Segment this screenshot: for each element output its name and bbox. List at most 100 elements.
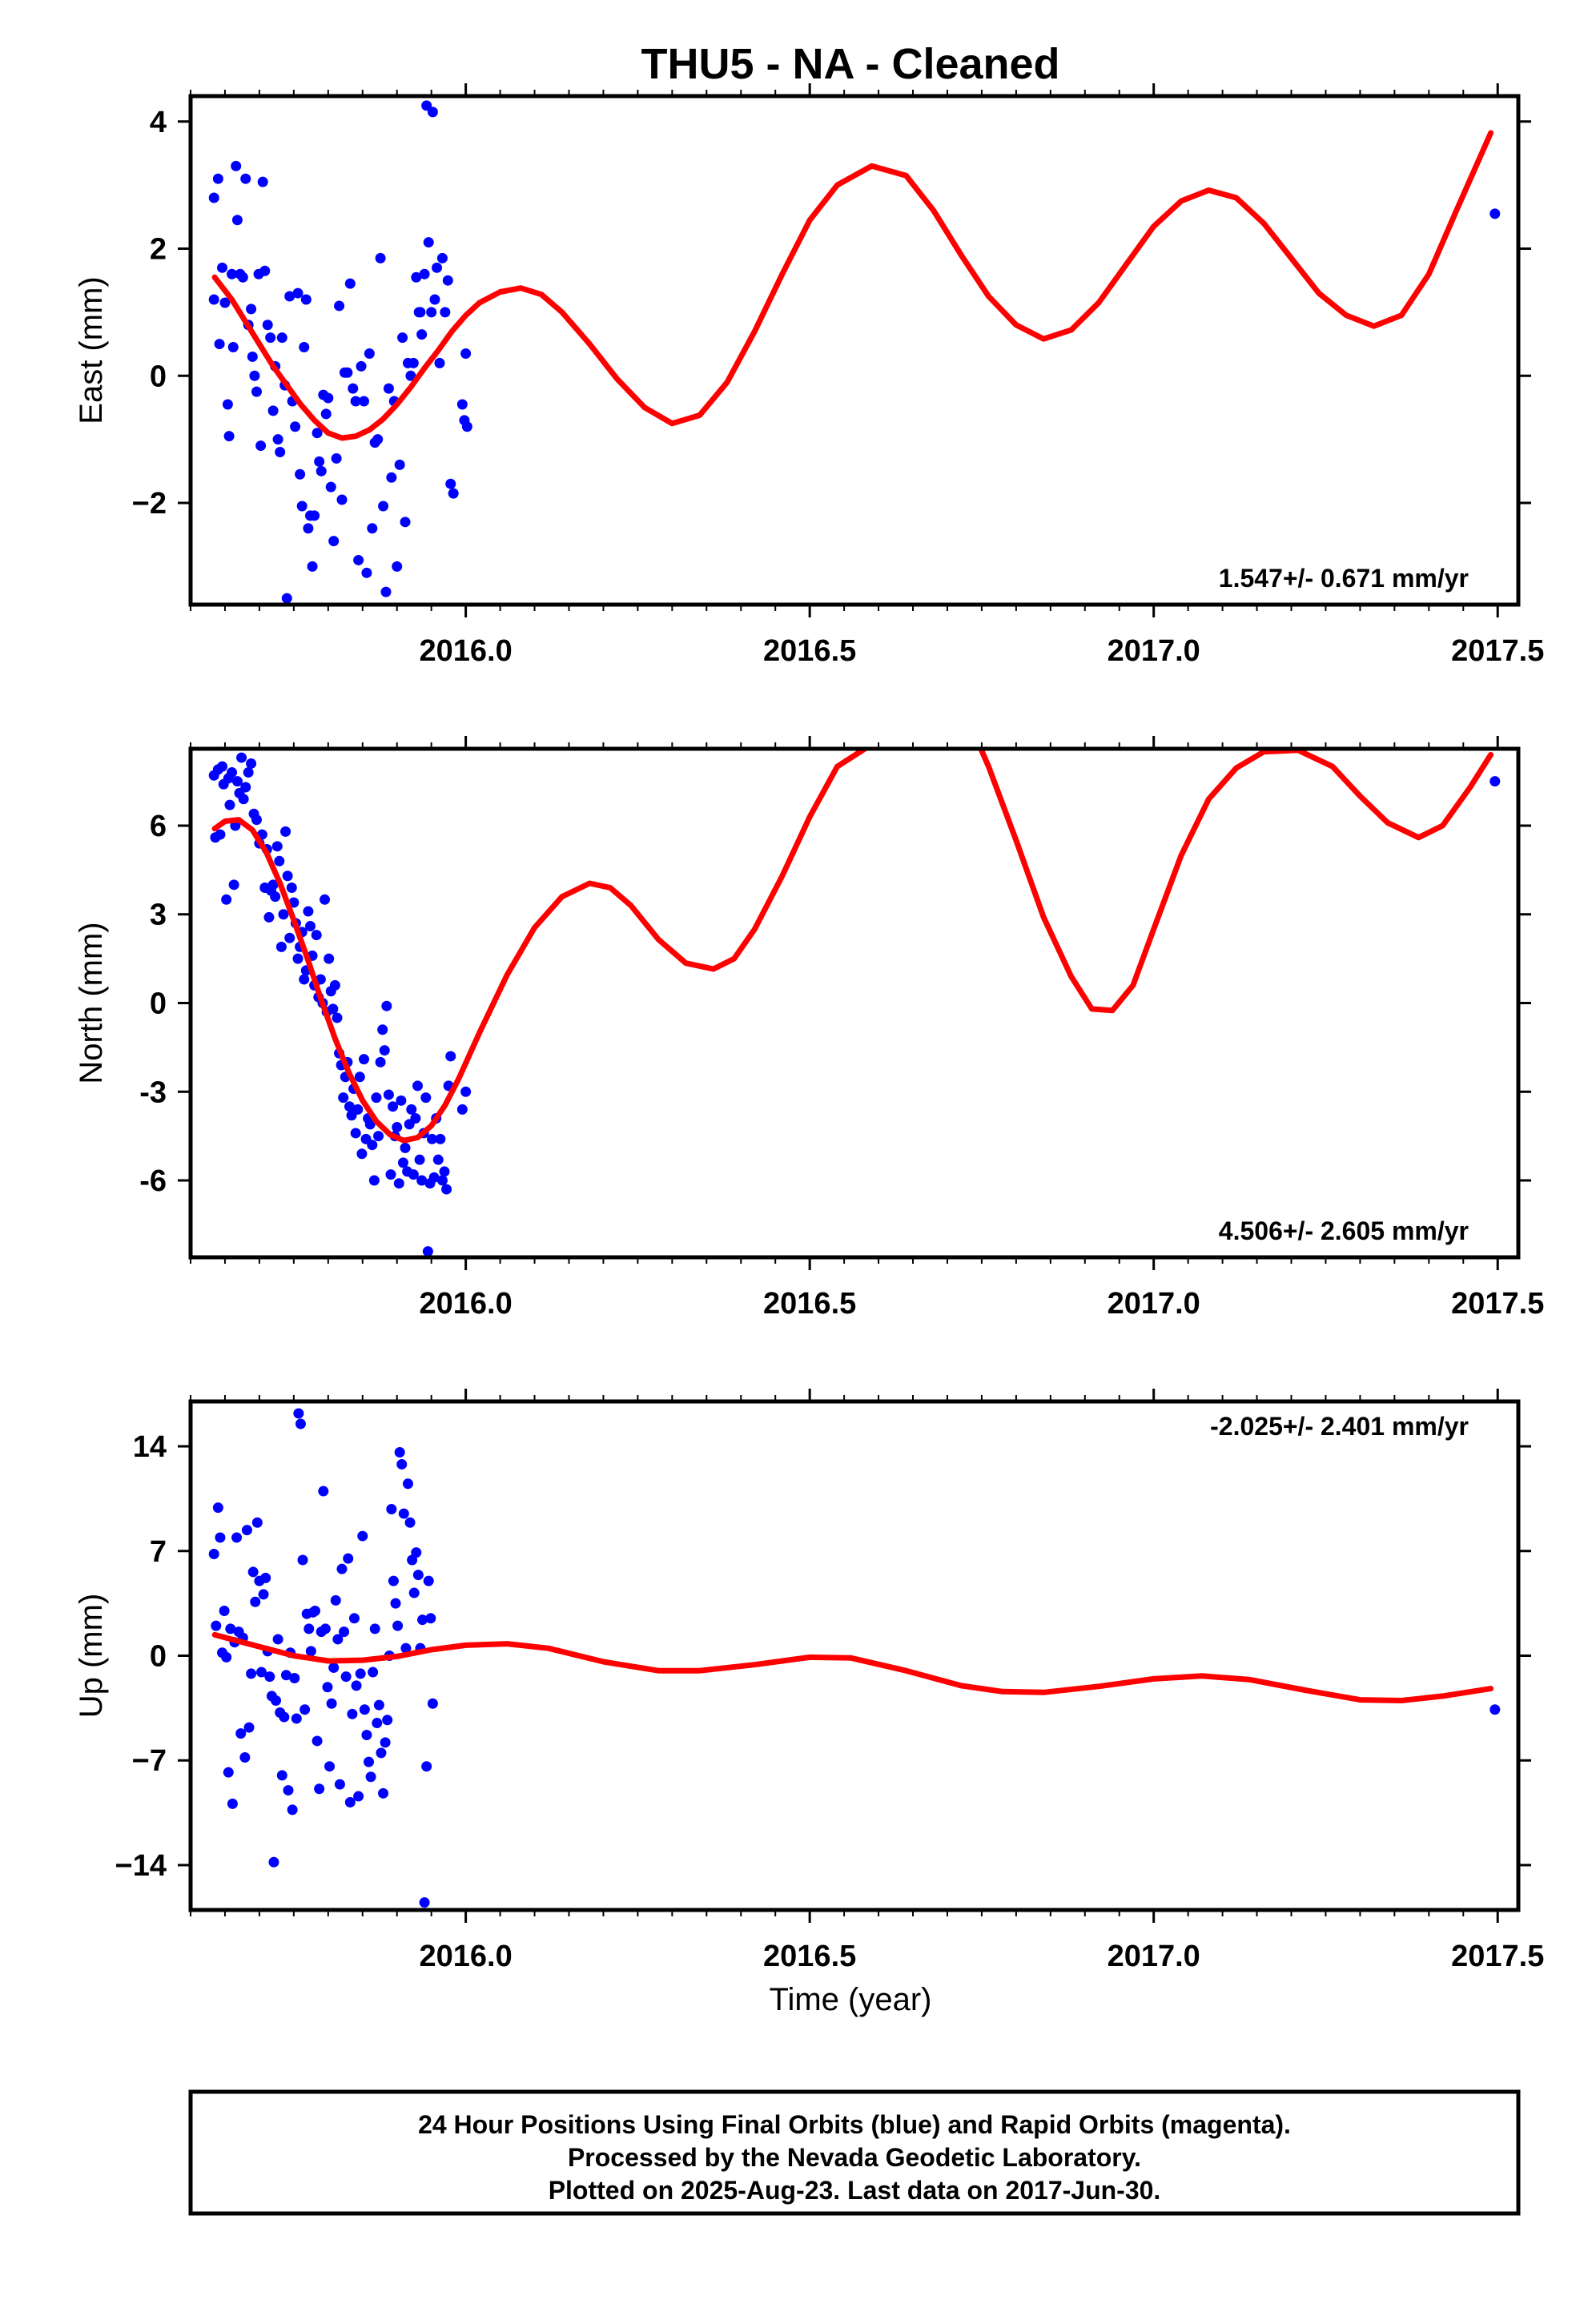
rate-annotation: 1.547+/- 0.671 mm/yr [1219,564,1469,593]
data-point [423,237,434,248]
y-tick-label: 0 [150,1640,167,1674]
y-tick-label: 0 [150,987,167,1021]
data-point [237,271,248,283]
data-points [208,1408,1501,1908]
data-point [272,1634,283,1645]
data-point [421,1761,432,1772]
panels-group: 2016.0 2016.5 2017.0 2017.5 −2 0 2 4 East (mm) 1.… [74,83,1544,1973]
data-point [427,1698,438,1709]
chart-title: THU5 - NA - Cleaned [641,40,1059,88]
data-point [461,421,472,432]
data-point [375,1056,386,1068]
data-point [247,1566,259,1578]
data-point [287,1804,298,1815]
data-point [383,383,394,394]
data-point [356,360,367,372]
data-point [236,752,247,763]
x-axis-label: Time (year) [770,1982,932,2017]
data-point [212,1502,223,1514]
data-point [426,307,437,318]
data-point [358,1054,369,1065]
data-point [250,1596,261,1607]
y-tick-label: -3 [139,1076,167,1109]
data-point [276,332,287,344]
data-point [246,304,257,315]
footer-line-3: Plotted on 2025-Aug-23. Last data on 201… [549,2176,1161,2205]
footer-line-2: Processed by the Nevada Geodetic Laborat… [568,2143,1141,2172]
y-tick-label: 14 [133,1430,167,1464]
data-point [378,1787,389,1799]
data-point [404,1517,416,1528]
data-point [297,1554,308,1566]
data-point [325,481,336,493]
panel-frame [188,94,1521,607]
data-point [350,396,361,407]
data-point [280,826,291,837]
data-point [231,776,243,787]
data-point [214,339,225,350]
data-point [460,348,472,359]
data-point [396,1458,408,1470]
data-point [417,1614,428,1626]
data-point [394,459,405,470]
data-point [299,974,310,985]
data-point [428,1172,440,1183]
data-point [429,294,440,305]
data-point [332,1012,343,1023]
data-point [320,1623,331,1634]
data-point [423,1575,434,1586]
data-point [328,1003,339,1015]
data-point [270,891,281,903]
data-point [357,1530,368,1542]
data-point [368,1175,380,1186]
data-point [246,758,257,769]
data-point [304,1623,315,1634]
data-point [388,1101,399,1112]
data-point [412,1570,424,1581]
data-point [436,1175,448,1186]
data-point [290,421,301,432]
data-point [305,1646,316,1657]
y-tick-label: −2 [132,487,167,521]
y-tick-label: 3 [150,899,167,932]
data-point [367,1140,378,1151]
data-point [251,814,262,826]
data-point [283,1785,294,1796]
data-point [282,870,293,882]
y-tick-label: 2 [150,233,167,267]
data-point [339,1626,350,1638]
data-point [328,1662,340,1673]
data-point [260,1572,271,1583]
data-point [422,1246,433,1257]
x-tick-label: 2017.0 [1108,634,1200,668]
data-point [221,1651,232,1663]
data-point [394,1447,405,1458]
panel-0: 2016.0 2016.5 2017.0 2017.5 −2 0 2 4 East (mm) 1.… [74,83,1544,668]
data-point [348,383,359,394]
data-point [235,1728,247,1739]
data-point [371,1092,382,1104]
data-point [344,278,356,289]
data-point [307,561,318,572]
data-point [320,408,332,420]
data-point [361,1729,372,1740]
data-point [289,1673,300,1684]
data-point [288,897,300,908]
data-point [247,351,258,362]
data-point [347,1708,358,1719]
x-tick-label: 2016.5 [763,1287,856,1321]
data-point [309,1605,320,1616]
data-point [243,1722,255,1733]
data-point [377,1024,388,1035]
data-point [322,1682,333,1693]
data-point [338,1092,349,1104]
data-point [432,1154,444,1165]
data-point [267,879,279,891]
data-point [334,300,345,312]
data-point [361,567,372,578]
data-point [373,1131,384,1142]
data-point [442,275,453,286]
y-tick-label: −7 [132,1744,167,1778]
data-point [258,1589,269,1600]
